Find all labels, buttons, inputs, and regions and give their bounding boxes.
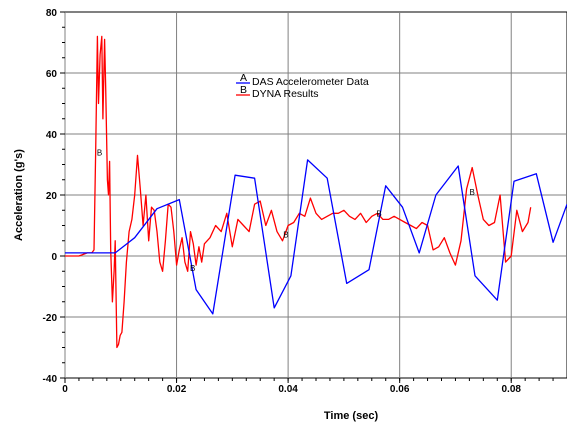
series-marker-label: B [97, 148, 102, 157]
series-markers: B B B B B [97, 148, 475, 273]
series-lines [65, 35, 567, 349]
series-marker-label: B [190, 264, 195, 273]
x-tick-label: 0.08 [501, 384, 521, 395]
legend-marker-b: B [240, 84, 247, 96]
series-marker-label: B [283, 231, 288, 240]
y-tick-label: 80 [46, 8, 58, 19]
y-tick-label: -20 [43, 313, 58, 324]
legend-label-das: DAS Accelerometer Data [252, 76, 369, 88]
axis-ticks: 0 0.02 0.04 0.06 0.08 -40 -20 0 20 40 60 80 [43, 8, 554, 395]
legend-marker-a: A [240, 72, 247, 84]
series-marker-label: B [376, 209, 381, 218]
y-axis-title: Acceleration (g's) [13, 149, 25, 241]
x-tick-label: 0.04 [278, 384, 298, 395]
x-tick-label: 0.02 [167, 384, 187, 395]
y-tick-label: 20 [46, 191, 58, 202]
legend: A DAS Accelerometer Data B DYNA Results [236, 72, 369, 100]
x-tick-label: 0 [62, 384, 68, 395]
series-marker-label: B [470, 188, 475, 197]
y-tick-label: 0 [51, 252, 57, 263]
y-tick-label: -40 [43, 374, 58, 385]
x-axis-title: Time (sec) [324, 410, 379, 422]
das-accelerometer-line [65, 159, 567, 315]
x-tick-label: 0.06 [390, 384, 410, 395]
y-tick-label: 40 [46, 130, 58, 141]
dyna-results-line [65, 35, 532, 349]
y-tick-label: 60 [46, 69, 58, 80]
legend-label-dyna: DYNA Results [252, 88, 319, 100]
